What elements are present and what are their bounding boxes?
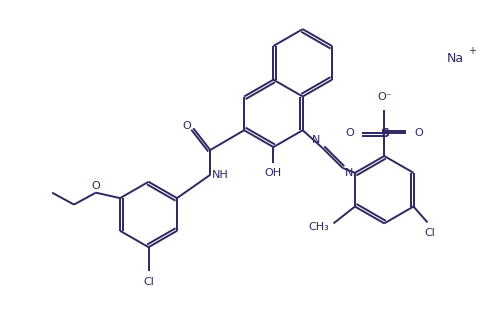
- Text: O: O: [414, 128, 423, 138]
- Text: NH: NH: [212, 170, 229, 180]
- Text: +: +: [468, 46, 476, 56]
- Text: Na: Na: [447, 52, 464, 66]
- Text: N: N: [345, 168, 353, 178]
- Text: O⁻: O⁻: [377, 92, 391, 102]
- Text: S: S: [380, 127, 389, 140]
- Text: O: O: [92, 181, 100, 191]
- Text: OH: OH: [265, 168, 282, 178]
- Text: Cl: Cl: [143, 277, 154, 287]
- Text: CH₃: CH₃: [309, 222, 330, 232]
- Text: Cl: Cl: [424, 228, 435, 238]
- Text: N: N: [312, 135, 321, 145]
- Text: O: O: [182, 121, 191, 131]
- Text: O: O: [346, 128, 355, 138]
